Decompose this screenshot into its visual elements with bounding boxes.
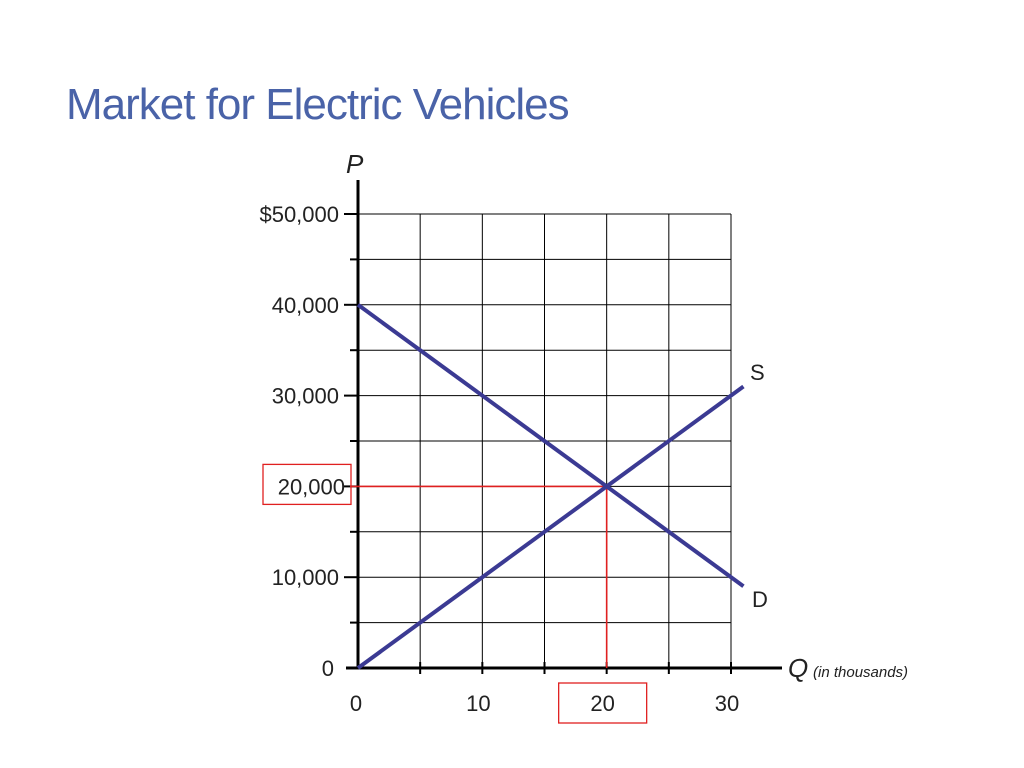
y-tick-label: $50,000 [259,202,339,227]
y-tick-label: 10,000 [272,565,339,590]
slide-title: Market for Electric Vehicles [66,80,570,129]
supply-curve-label: S [750,360,765,385]
chart-ticks [344,213,732,674]
x-axis-title: Q [788,653,808,683]
x-label-highlight-box [558,682,648,724]
curve-s [356,384,745,670]
chart-labels: 0 10,000 20,000 30,000 40,000 $50,000 0 10 20 30 P… [259,149,908,724]
y-tick-label: 20,000 [278,474,345,499]
x-tick-label: 0 [350,691,362,716]
y-tick-label: 30,000 [272,384,339,409]
y-tick-label: 0 [322,656,334,681]
x-tick-label: 20 [590,691,614,716]
x-axis-unit-note: (in thousands) [813,664,908,681]
curve-d [356,303,745,588]
x-tick-label: 30 [715,691,739,716]
x-tick-label: 10 [466,691,490,716]
y-axis-title: P [346,149,364,179]
equilibrium-guides [350,485,608,668]
y-tick-label: 40,000 [272,293,339,318]
y-label-highlight-box [262,463,352,506]
demand-curve-label: D [752,587,768,612]
chart-axes [346,180,782,670]
chart-curves [356,303,745,670]
